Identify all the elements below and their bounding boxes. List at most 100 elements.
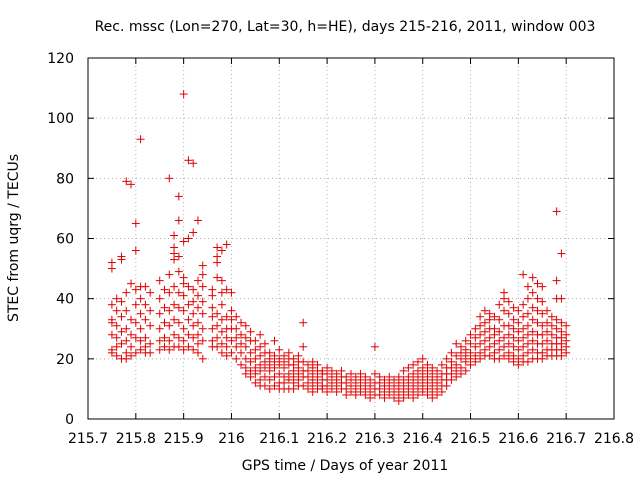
data-point	[418, 354, 427, 363]
x-tick-label: 216.8	[594, 431, 634, 447]
data-point	[117, 297, 126, 306]
x-tick-label: 216.3	[355, 431, 395, 447]
data-point	[260, 339, 269, 348]
data-point	[361, 390, 370, 399]
data-point	[227, 306, 236, 315]
y-tick-label: 20	[56, 352, 74, 368]
data-point	[165, 345, 174, 354]
data-point	[232, 342, 241, 351]
data-point	[193, 330, 202, 339]
data-point	[136, 345, 145, 354]
data-point	[174, 333, 183, 342]
data-point	[275, 360, 284, 369]
data-point	[155, 345, 164, 354]
data-point	[538, 309, 547, 318]
data-point	[189, 159, 198, 168]
data-point	[160, 303, 169, 312]
data-point	[217, 276, 226, 285]
data-point	[174, 342, 183, 351]
data-point	[198, 297, 207, 306]
data-point	[504, 321, 513, 330]
x-tick-label: 216	[218, 431, 245, 447]
data-point	[471, 324, 480, 333]
data-point	[184, 156, 193, 165]
data-point	[122, 354, 131, 363]
data-point	[461, 336, 470, 345]
data-point	[275, 369, 284, 378]
data-point	[260, 363, 269, 372]
data-point	[500, 306, 509, 315]
data-point	[246, 327, 255, 336]
data-point	[490, 312, 499, 321]
data-point	[275, 345, 284, 354]
data-point	[246, 348, 255, 357]
data-point	[480, 306, 489, 315]
x-tick-label: 216.2	[307, 431, 347, 447]
data-point	[136, 336, 145, 345]
data-point	[198, 354, 207, 363]
data-point	[308, 387, 317, 396]
data-point	[500, 351, 509, 360]
data-point	[404, 390, 413, 399]
data-point	[514, 327, 523, 336]
data-point	[394, 396, 403, 405]
data-point	[500, 342, 509, 351]
data-point	[461, 357, 470, 366]
data-point	[222, 312, 231, 321]
data-point	[131, 348, 140, 357]
data-point	[160, 318, 169, 327]
data-point	[122, 177, 131, 186]
data-point	[213, 243, 222, 252]
data-point	[179, 279, 188, 288]
data-point	[155, 336, 164, 345]
data-point	[146, 339, 155, 348]
data-point	[107, 318, 116, 327]
data-point	[351, 390, 360, 399]
data-point	[184, 315, 193, 324]
data-point	[141, 282, 150, 291]
data-point	[127, 342, 136, 351]
data-point	[409, 360, 418, 369]
data-point	[155, 324, 164, 333]
data-point	[375, 390, 384, 399]
data-point	[107, 264, 116, 273]
data-point	[256, 330, 265, 339]
data-point	[552, 276, 561, 285]
data-point	[251, 378, 260, 387]
data-point	[160, 333, 169, 342]
data-point	[471, 357, 480, 366]
data-point	[127, 180, 136, 189]
data-point	[500, 294, 509, 303]
data-point	[165, 270, 174, 279]
data-point	[557, 249, 566, 258]
data-point	[260, 381, 269, 390]
data-point	[495, 345, 504, 354]
data-point	[399, 393, 408, 402]
y-tick-label: 60	[56, 232, 74, 248]
data-point	[127, 330, 136, 339]
data-point	[543, 327, 552, 336]
data-point	[189, 228, 198, 237]
data-point	[165, 336, 174, 345]
data-point	[318, 384, 327, 393]
data-point	[193, 339, 202, 348]
x-tick-label: 216.7	[546, 431, 586, 447]
data-point	[251, 354, 260, 363]
data-point	[284, 375, 293, 384]
data-point	[519, 324, 528, 333]
data-point	[370, 342, 379, 351]
data-point	[146, 306, 155, 315]
data-point	[170, 282, 179, 291]
data-point	[112, 333, 121, 342]
data-point	[299, 357, 308, 366]
data-point	[184, 282, 193, 291]
data-point	[198, 282, 207, 291]
data-point	[504, 330, 513, 339]
data-point	[265, 375, 274, 384]
data-point	[480, 336, 489, 345]
data-point	[552, 315, 561, 324]
data-point	[232, 312, 241, 321]
data-point	[198, 324, 207, 333]
